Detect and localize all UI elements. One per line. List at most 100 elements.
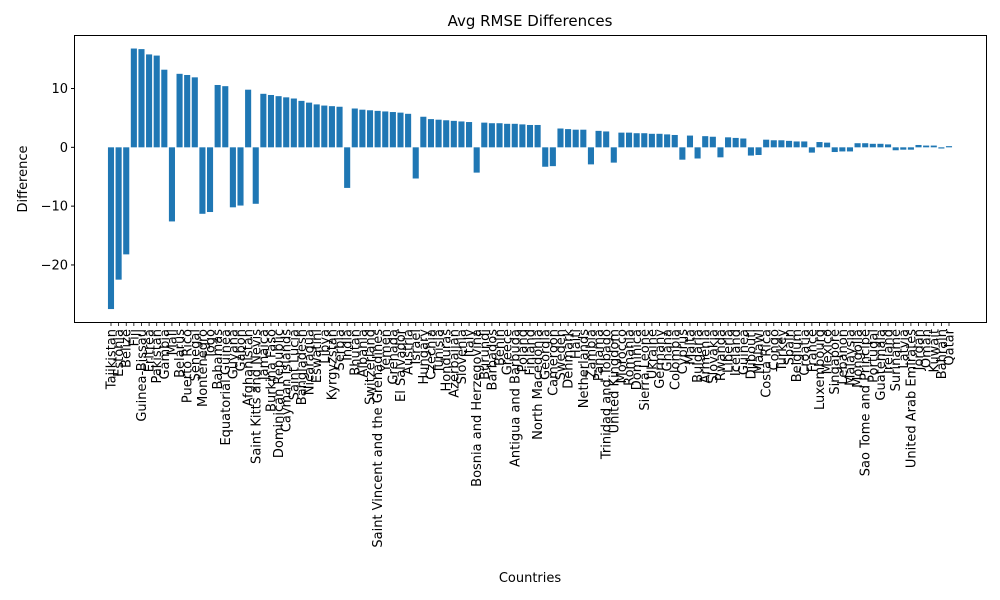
x-tick-label: Cayman Islands	[280, 329, 295, 432]
bar	[907, 147, 914, 150]
bar	[763, 139, 770, 148]
bar	[580, 129, 587, 148]
bar	[290, 98, 297, 148]
bar	[656, 133, 663, 148]
bar	[923, 145, 930, 148]
bar	[344, 147, 351, 188]
bar	[839, 147, 846, 152]
bar	[892, 147, 899, 151]
bar	[359, 109, 366, 148]
bar	[199, 147, 206, 214]
x-axis: TajikistanEstoniaBelizeFijiGuinea-Bissau…	[105, 322, 958, 548]
bar	[237, 147, 244, 206]
x-tick-label: Senegal	[188, 329, 203, 381]
x-tick-label: Costa Rica	[760, 329, 775, 398]
x-tick-label: Ireland	[882, 329, 897, 374]
bar	[168, 147, 175, 222]
x-axis-label: Countries	[499, 571, 562, 586]
bar	[153, 55, 160, 148]
bar	[488, 123, 495, 148]
bar	[671, 134, 678, 148]
x-tick-label: Qatar	[943, 328, 958, 365]
x-tick-label: Finland	[524, 329, 539, 375]
x-tick-label: Hungary	[417, 329, 432, 385]
bar	[519, 124, 526, 148]
x-tick-label: Grenada	[386, 329, 401, 385]
bar	[740, 138, 747, 148]
x-tick-label: Belgium	[790, 329, 805, 382]
x-tick-label: Montenegro	[196, 329, 211, 407]
bar	[869, 143, 876, 148]
bar	[481, 122, 488, 148]
x-tick-label: Iceland	[729, 329, 744, 376]
x-tick-label: France	[805, 329, 820, 372]
x-tick-label: Guatemala	[874, 329, 889, 401]
x-tick-label: Spain	[783, 329, 798, 365]
x-tick-label: Netherlands	[577, 329, 592, 408]
bar	[686, 135, 694, 148]
bar	[473, 147, 480, 173]
x-tick-label: Ghana	[661, 329, 676, 372]
x-tick-label: Lebanon	[836, 329, 851, 385]
x-tick-label: Austria	[402, 329, 417, 375]
x-tick-label: Antigua and Barbuda	[508, 329, 523, 467]
x-tick-label: Malta	[683, 329, 698, 365]
bar	[382, 111, 389, 148]
x-tick-label: Estonia	[112, 329, 127, 377]
x-tick-label: Jordan	[912, 329, 927, 371]
bar	[351, 108, 358, 148]
x-tick-label: Zambia	[584, 329, 599, 378]
x-tick-label: Djibouti	[744, 329, 759, 379]
y-tick-label: 10	[51, 82, 68, 97]
x-tick-label: Italy	[463, 329, 478, 358]
bar	[732, 137, 739, 148]
bar	[770, 140, 777, 148]
bar	[747, 147, 754, 156]
x-tick-label: Tunisia	[432, 329, 447, 374]
bar	[801, 141, 808, 148]
x-tick-label: Burkina Faso	[264, 329, 279, 412]
x-tick-label: Togo	[204, 329, 219, 360]
bar	[115, 147, 122, 280]
chart-title: Avg RMSE Differences	[448, 12, 613, 30]
x-tick-label: Croatia	[798, 329, 813, 376]
bar	[534, 124, 541, 148]
bar	[283, 97, 290, 148]
bar	[504, 123, 511, 148]
x-tick-label: Slovakia	[706, 329, 721, 384]
bar	[915, 144, 922, 148]
bar	[618, 132, 625, 148]
x-tick-label: Israel	[409, 329, 424, 365]
x-tick-label: Germany	[653, 329, 668, 389]
x-tick-label: Romania	[623, 329, 638, 386]
bar	[214, 84, 221, 148]
y-tick-label: −10	[41, 200, 68, 215]
bar	[816, 142, 823, 148]
x-tick-label: Latvia	[897, 329, 912, 369]
bar	[191, 77, 198, 148]
x-tick-label: Malaysia	[843, 329, 858, 386]
bar	[702, 136, 709, 148]
bar	[405, 113, 412, 148]
bar	[930, 145, 937, 148]
bar	[366, 110, 374, 148]
bar	[785, 140, 793, 148]
x-tick-label: Honduras	[440, 329, 455, 392]
bar	[458, 121, 465, 148]
bar	[648, 133, 655, 148]
x-tick-label: Azerbaijan	[447, 329, 462, 398]
x-tick-label: Kyrgyzstan	[325, 329, 340, 400]
bar	[443, 120, 450, 148]
bar	[755, 147, 762, 155]
bar	[945, 146, 953, 148]
bar	[313, 104, 320, 148]
x-tick-label: El Salvador	[394, 328, 409, 402]
x-tick-label: Liberia	[722, 329, 737, 373]
bar	[130, 48, 137, 148]
x-tick-label: Bulgaria	[691, 329, 706, 383]
bar	[808, 147, 815, 153]
x-tick-label: Switzerland	[364, 329, 379, 405]
x-tick-label: India	[341, 329, 356, 361]
x-tick-label: Panama	[592, 329, 607, 381]
x-tick-label: Albania	[356, 329, 371, 378]
